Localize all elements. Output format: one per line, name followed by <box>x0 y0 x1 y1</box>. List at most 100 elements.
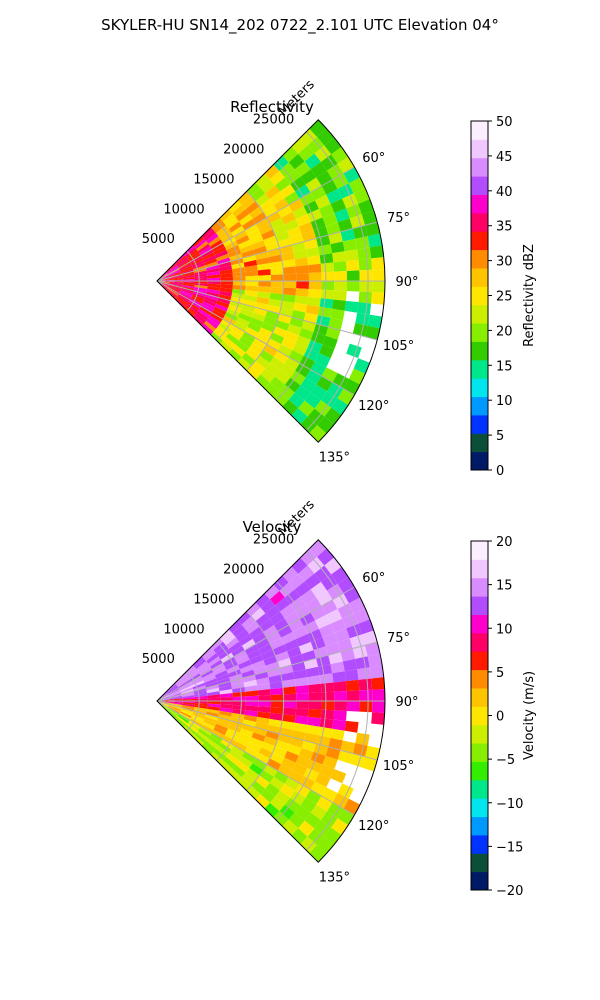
field-cell <box>361 210 378 226</box>
field-cell <box>270 694 284 701</box>
field-cell <box>355 656 370 670</box>
field-cell <box>282 686 297 695</box>
field-cell <box>282 679 296 688</box>
field-cell <box>175 296 187 307</box>
field-cell <box>281 337 296 351</box>
field-cell <box>178 260 190 269</box>
field-cell <box>282 707 297 716</box>
field-cell <box>182 703 195 707</box>
field-cell <box>194 693 208 698</box>
field-cell <box>206 267 220 274</box>
field-cell <box>282 566 299 583</box>
field-cell <box>194 695 208 700</box>
field-cell <box>344 669 359 682</box>
field-cell <box>264 164 280 180</box>
field-cell <box>226 664 240 674</box>
field-cell <box>174 297 186 308</box>
angular-tick-label: 120° <box>358 819 389 834</box>
field-cell <box>183 726 195 737</box>
field-cell <box>194 702 208 707</box>
field-cell <box>230 296 244 304</box>
field-cell <box>263 655 278 666</box>
field-cell <box>200 724 214 733</box>
field-cell <box>301 230 317 242</box>
field-cell <box>169 278 183 281</box>
field-cell <box>206 738 219 749</box>
field-cell <box>241 751 256 764</box>
colorbar-swatch <box>471 743 488 762</box>
field-cell <box>207 274 221 279</box>
field-cell <box>181 693 195 698</box>
field-cell <box>252 632 267 644</box>
field-cell <box>287 226 302 238</box>
field-cell <box>188 673 201 682</box>
field-cell <box>298 400 315 417</box>
field-cell <box>349 753 365 768</box>
field-cell <box>218 265 233 272</box>
field-cell <box>219 209 233 222</box>
field-cell <box>228 620 242 634</box>
colorbar-tick-label: 5 <box>496 666 504 681</box>
field-cell <box>194 706 208 712</box>
field-cell <box>217 257 231 265</box>
field-cell <box>203 675 217 683</box>
field-cell <box>310 186 327 201</box>
field-cell <box>321 271 335 281</box>
field-cell <box>255 355 270 369</box>
field-cell <box>232 284 246 291</box>
field-cell <box>194 690 208 696</box>
radial-tick-label: 25000 <box>253 533 294 548</box>
field-cell <box>300 377 317 393</box>
field-cell <box>236 654 250 665</box>
field-cell <box>275 597 291 612</box>
field-cell <box>322 335 338 350</box>
field-cell <box>255 775 270 789</box>
field-cell <box>197 243 211 254</box>
field-cell <box>208 236 221 247</box>
field-cell <box>258 701 271 707</box>
reflectivity-colorbar-label: Reflectivity dBZ <box>522 244 537 347</box>
field-cell <box>194 698 208 701</box>
field-cell <box>224 660 239 671</box>
field-cell <box>239 664 254 674</box>
field-cell <box>217 677 231 685</box>
colorbar-swatch <box>471 212 488 232</box>
field-cell <box>194 281 208 284</box>
field-cell <box>269 681 283 690</box>
field-cell <box>314 145 332 162</box>
field-cell <box>219 273 233 278</box>
field-cell <box>361 756 378 772</box>
field-cell <box>288 350 304 364</box>
field-cell <box>315 773 331 788</box>
field-cell <box>279 783 296 798</box>
field-cell <box>301 320 317 332</box>
field-cell <box>179 683 192 691</box>
field-cell <box>180 290 193 297</box>
field-cell <box>283 701 297 709</box>
field-cell <box>300 836 318 854</box>
field-cell <box>252 212 267 224</box>
field-cell <box>218 290 233 297</box>
field-cell <box>169 698 183 701</box>
field-cell <box>298 145 315 162</box>
field-cell <box>237 611 252 625</box>
field-cell <box>330 618 347 633</box>
field-cell <box>167 266 179 275</box>
field-cell <box>255 332 270 345</box>
field-cell <box>342 238 358 252</box>
angular-tick-label: 75° <box>387 211 410 226</box>
field-cell <box>239 244 254 254</box>
field-cell <box>279 384 295 400</box>
field-cell <box>178 682 191 690</box>
field-cell <box>213 221 226 234</box>
field-cell <box>321 599 338 615</box>
field-cell <box>303 200 320 215</box>
velocity-panel: Velocity 5000 10000 15000 20000 25000 60° 75° 9… <box>142 497 537 899</box>
field-cell <box>194 282 208 287</box>
field-cell <box>180 288 194 295</box>
field-cell <box>238 732 252 743</box>
field-cell <box>255 752 270 765</box>
field-cell <box>288 153 305 170</box>
field-cell <box>310 361 327 376</box>
field-cell <box>299 192 316 207</box>
